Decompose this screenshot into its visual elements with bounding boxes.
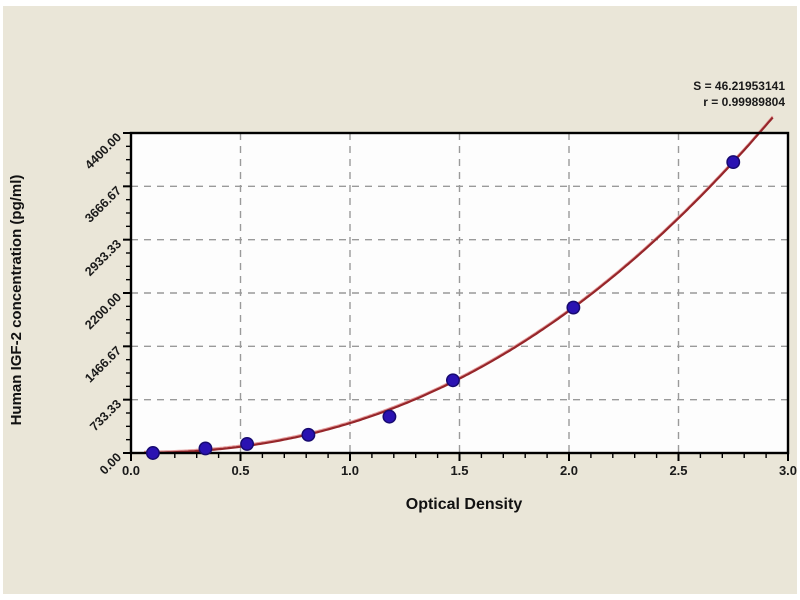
y-axis-tick-label: 2933.33	[82, 237, 124, 279]
x-axis-tick-label: 2.5	[669, 463, 687, 478]
data-point-marker	[382, 409, 397, 424]
x-axis-tick-label: 3.0	[779, 463, 797, 478]
x-axis-title: Optical Density	[405, 496, 523, 513]
figure-background: S = 46.21953141 r = 0.99989804 Human IGF…	[3, 6, 797, 594]
y-axis-tick-label: 4400.00	[82, 130, 124, 172]
data-point-marker	[145, 446, 160, 460]
y-axis-tick-label: 3666.67	[82, 184, 124, 226]
x-axis-tick-label: 0.0	[122, 463, 140, 478]
x-axis-tick-label: 1.5	[450, 463, 468, 478]
data-point-marker	[301, 427, 316, 442]
y-axis-tick-label: 0.00	[97, 450, 124, 477]
data-point-marker	[198, 441, 213, 456]
x-axis-tick-label: 2.0	[560, 463, 578, 478]
standard-curve-plot: 0.0 0.5 1.0 1.5 2.0 2.5 3.0 0.00 733.33 1466.67 22…	[82, 115, 797, 478]
fit-statistics: S = 46.21953141 r = 0.99989804	[693, 78, 785, 110]
plot-frame	[129, 131, 790, 455]
data-point-marker	[240, 436, 255, 451]
fit-stat-s: S = 46.21953141	[693, 79, 785, 93]
x-axis-tick-label: 0.5	[231, 463, 249, 478]
data-point-marker	[445, 373, 460, 388]
y-axis-tick-label: 1466.67	[82, 344, 124, 386]
fit-stat-r: r = 0.99989804	[703, 95, 785, 109]
y-axis-tick-label: 2200.00	[82, 290, 124, 332]
data-point-marker	[726, 155, 741, 170]
y-axis-tick-label: 733.33	[87, 397, 124, 434]
data-point-marker	[566, 300, 581, 315]
x-axis-tick-label: 1.0	[341, 463, 359, 478]
